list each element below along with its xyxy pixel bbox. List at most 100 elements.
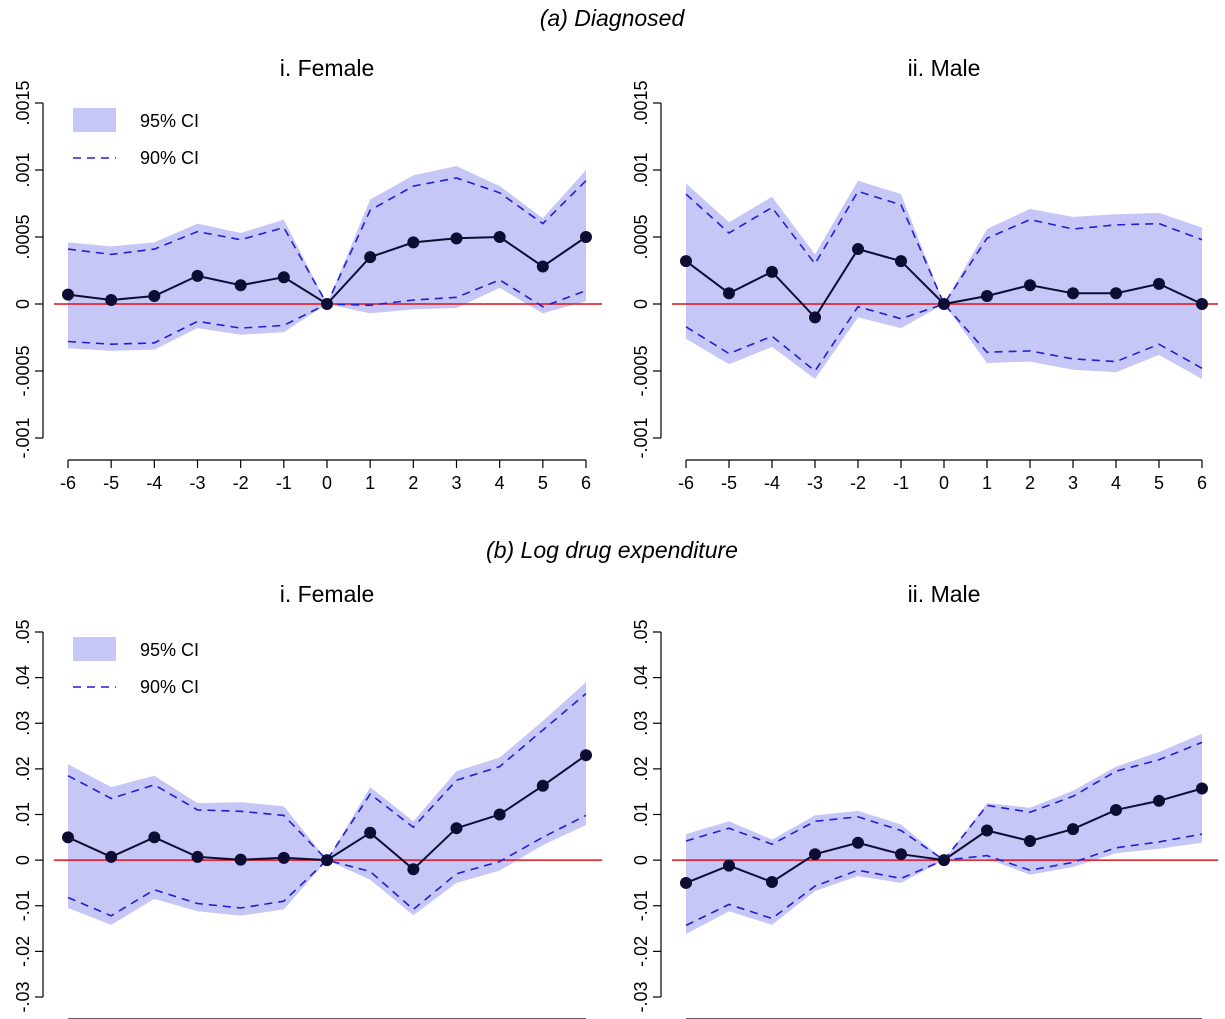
- estimate-point: [321, 854, 333, 867]
- estimate-point: [450, 822, 463, 835]
- y-tick-label: .05: [13, 619, 33, 644]
- ci90-lower-line: [67, 814, 587, 917]
- estimate-point: [536, 260, 549, 273]
- estimate-point: [852, 243, 864, 256]
- legend: 95% CI 90% CI: [73, 108, 199, 168]
- x-tick-label: -3: [189, 473, 205, 493]
- x-tick-label: 5: [538, 473, 548, 493]
- x-tick-label: 0: [939, 473, 949, 493]
- y-tick-label: -.02: [631, 936, 651, 967]
- estimate-point: [364, 826, 377, 839]
- x-tick-label: -4: [146, 473, 162, 493]
- estimate-point: [766, 265, 778, 278]
- x-tick-label: 1: [365, 473, 375, 493]
- ci95-band: [686, 733, 1202, 934]
- estimate-point: [62, 288, 74, 301]
- legend-label-ci95: 95% CI: [140, 111, 199, 131]
- chart-panel-b-male: ii. Male-6-5-4-3-2-10123456-.03-.02-.010…: [631, 581, 1218, 1019]
- legend-label-ci90: 90% CI: [140, 677, 199, 697]
- estimate-point: [191, 269, 204, 282]
- estimate-point: [1153, 794, 1165, 807]
- estimate-point: [493, 231, 506, 243]
- estimate-point: [1153, 277, 1165, 290]
- x-tick-label: -1: [893, 473, 909, 493]
- legend: 95% CI 90% CI: [73, 637, 199, 697]
- x-tick-label: 2: [1025, 473, 1035, 493]
- y-tick-label: .0005: [631, 214, 651, 259]
- ci95-band: [686, 180, 1202, 379]
- estimate-point: [809, 848, 821, 861]
- y-tick-label: .0005: [13, 214, 33, 259]
- estimate-point: [1196, 782, 1208, 795]
- y-tick-label: -.01: [631, 890, 651, 921]
- estimate-point: [148, 289, 161, 302]
- x-tick-label: 3: [451, 473, 461, 493]
- estimate-point: [1110, 803, 1122, 816]
- ci95-band: [68, 682, 586, 925]
- estimate-point: [62, 831, 74, 844]
- chart-panel-a-male: ii. Male -6 -5 -4 -3 -2 -1 0 1 2 3 4 5 6 -.001 -.0005 0.…: [631, 55, 1218, 493]
- x-tick-label: 5: [1154, 473, 1164, 493]
- y-tick-label: .02: [13, 756, 33, 781]
- estimate-point: [766, 876, 778, 889]
- x-tick-label: 6: [581, 473, 591, 493]
- ci95-band: [68, 166, 586, 351]
- y-tick-label: .0015: [631, 80, 651, 125]
- legend-label-ci90: 90% CI: [140, 148, 199, 168]
- y-tick-label: .04: [13, 665, 33, 690]
- estimate-point: [364, 251, 377, 264]
- estimate-point: [148, 831, 161, 844]
- y-tick-label: .02: [631, 756, 651, 781]
- estimate-point: [234, 279, 247, 292]
- x-tick-label: 1: [982, 473, 992, 493]
- estimate-point: [852, 836, 864, 849]
- estimate-point: [895, 848, 907, 861]
- estimate-point: [536, 779, 549, 792]
- y-tick-label: -.0005: [13, 345, 33, 396]
- chart-panel-b-female: i. Female-6-5-4-3-2-10123456-.03-.02-.01…: [13, 581, 602, 1019]
- y-tick-label: .01: [13, 802, 33, 827]
- panel-title: ii. Male: [908, 55, 981, 81]
- estimate-point: [723, 859, 735, 872]
- legend-label-ci95: 95% CI: [140, 640, 199, 660]
- x-tick-label: 6: [1197, 473, 1207, 493]
- estimate-point: [680, 255, 692, 268]
- estimate-point: [723, 287, 735, 300]
- estimate-point: [1024, 834, 1036, 847]
- x-tick-label: -5: [103, 473, 119, 493]
- y-tick-label: .03: [631, 711, 651, 736]
- y-tick-label: .05: [631, 619, 651, 644]
- estimate-point: [105, 293, 118, 306]
- estimate-point: [981, 824, 993, 837]
- y-tick-label: -.001: [631, 417, 651, 458]
- x-tick-label: 2: [408, 473, 418, 493]
- y-tick-label: .001: [631, 152, 651, 187]
- estimate-point: [407, 863, 420, 876]
- x-tick-label: 4: [1111, 473, 1121, 493]
- x-tick-label: 3: [1068, 473, 1078, 493]
- estimate-point: [191, 850, 204, 863]
- y-tick-label: 0: [13, 299, 33, 309]
- estimate-point: [234, 853, 247, 866]
- x-tick-label: 4: [495, 473, 505, 493]
- y-tick-label: -.01: [13, 890, 33, 921]
- x-tick-label: -4: [764, 473, 780, 493]
- legend-swatch-ci95: [73, 108, 116, 132]
- x-tick-label: -2: [233, 473, 249, 493]
- estimate-point: [1067, 823, 1079, 836]
- estimate-point: [321, 298, 333, 310]
- estimate-point: [809, 311, 821, 324]
- estimate-point: [277, 271, 290, 284]
- x-tick-label: -1: [276, 473, 292, 493]
- y-tick-label: 0: [631, 855, 651, 865]
- legend-swatch-ci95: [73, 637, 116, 661]
- y-tick-label: -.02: [13, 936, 33, 967]
- estimate-point: [1110, 287, 1122, 300]
- estimate-point: [580, 231, 592, 243]
- estimate-point: [1024, 279, 1036, 292]
- y-tick-label: .001: [13, 152, 33, 187]
- estimate-point: [938, 854, 950, 867]
- chart-panel-a-female: i. Female -6 -5 -4 -3 -2 -1 0 1 2 3 4 5 6 -.001 -.0005 0…: [13, 55, 602, 493]
- y-tick-label: -.0005: [631, 345, 651, 396]
